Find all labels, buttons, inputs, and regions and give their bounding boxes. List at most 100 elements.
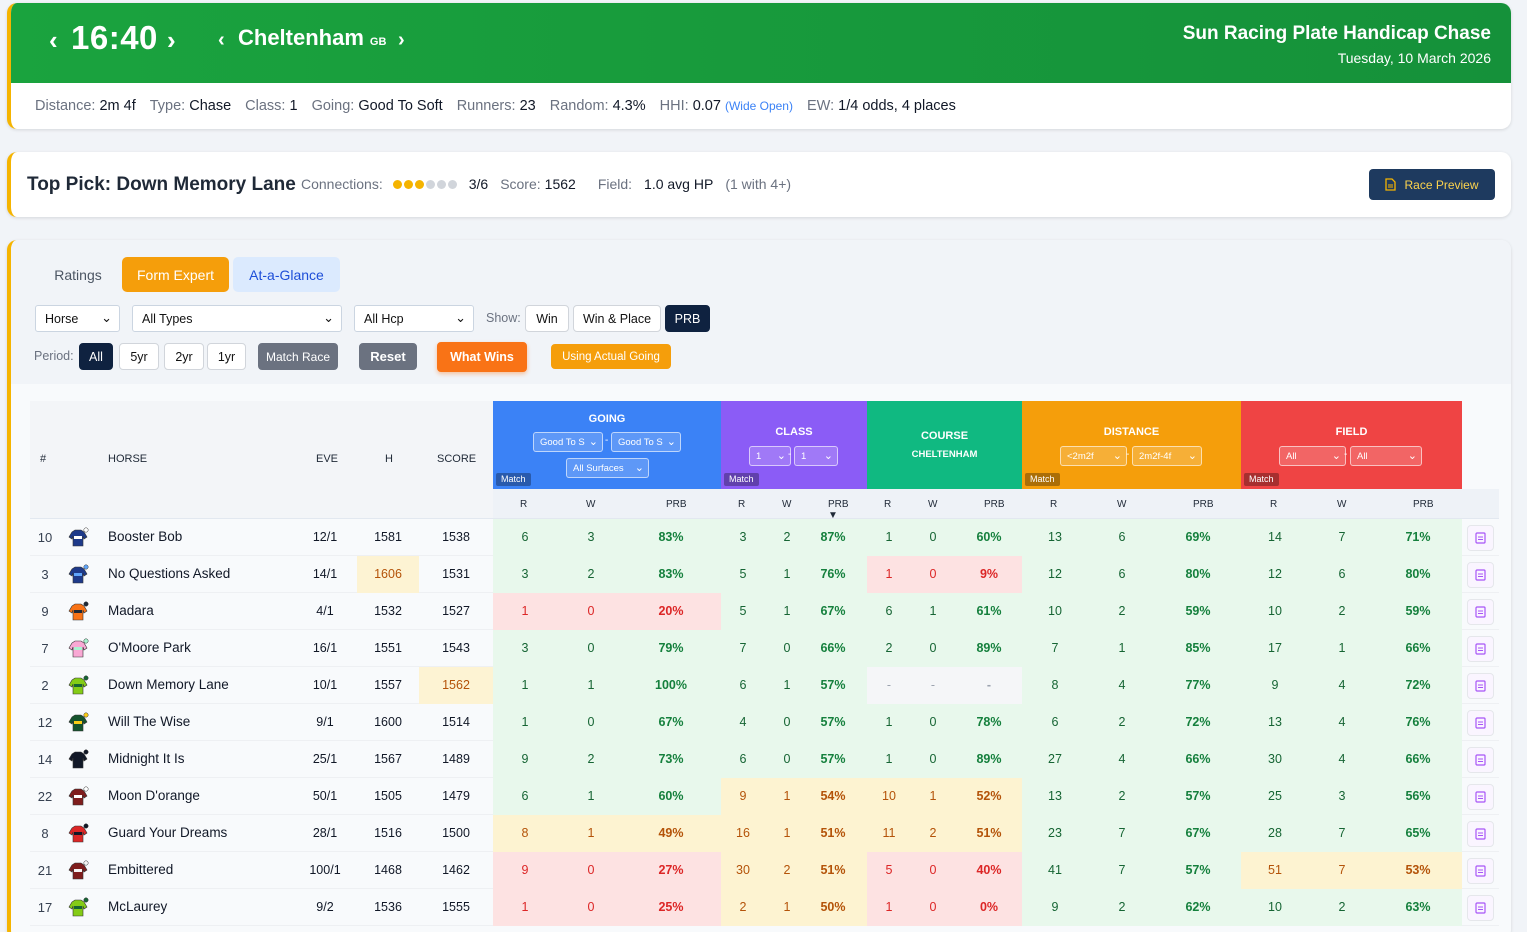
sub-header-w[interactable]: W bbox=[1337, 499, 1347, 510]
period-1yr-button[interactable]: 1yr bbox=[207, 343, 246, 370]
notes-button[interactable] bbox=[1467, 784, 1494, 810]
stat-runs: 10 bbox=[882, 789, 896, 803]
table-row[interactable]: 22 Moon D'orange 50/1 1505 1479 6 1 60% 9 1 54% 10 1… bbox=[30, 778, 1499, 815]
show-prb-button[interactable]: PRB bbox=[665, 305, 710, 332]
notes-button[interactable] bbox=[1467, 710, 1494, 736]
notes-button[interactable] bbox=[1467, 636, 1494, 662]
tab-at-a-glance[interactable]: At-a-Glance bbox=[233, 257, 340, 292]
what-wins-button[interactable]: What Wins bbox=[437, 342, 527, 372]
horse-name[interactable]: Booster Bob bbox=[108, 529, 183, 544]
group-filter-select[interactable]: 1 ⌄ bbox=[794, 446, 838, 466]
type-select[interactable]: All Types ⌄ bbox=[132, 305, 342, 332]
tab-ratings[interactable]: Ratings bbox=[54, 266, 102, 283]
sub-header-w[interactable]: W bbox=[1117, 499, 1127, 510]
group-filter-select[interactable]: Good To S ⌄ bbox=[611, 432, 681, 452]
group-filter-select[interactable]: All Surfaces ⌄ bbox=[566, 458, 649, 478]
sub-header-w[interactable]: W bbox=[782, 499, 792, 510]
stat-wins: 4 bbox=[1118, 678, 1126, 692]
horse-name[interactable]: McLaurey bbox=[108, 899, 168, 914]
stat-prb: 63% bbox=[1405, 900, 1431, 914]
notes-button[interactable] bbox=[1467, 895, 1494, 921]
sub-header-r[interactable]: R bbox=[738, 499, 746, 510]
col-header-h[interactable]: H bbox=[385, 453, 393, 465]
notes-button[interactable] bbox=[1467, 599, 1494, 625]
hcp-select[interactable]: All Hcp ⌄ bbox=[354, 305, 474, 332]
notes-button[interactable] bbox=[1467, 858, 1494, 884]
group-filter-select[interactable]: 1 ⌄ bbox=[749, 446, 791, 466]
using-actual-going-button[interactable]: Using Actual Going bbox=[551, 344, 671, 369]
stat-wins: - bbox=[930, 678, 936, 692]
next-race-chevron-icon[interactable]: › bbox=[167, 25, 176, 55]
sub-header-r[interactable]: R bbox=[1270, 499, 1278, 510]
period-all-button[interactable]: All bbox=[79, 343, 113, 370]
sub-header-prb[interactable]: PRB bbox=[1193, 499, 1214, 510]
reset-button[interactable]: Reset bbox=[359, 343, 417, 370]
notes-button[interactable] bbox=[1467, 525, 1494, 551]
sub-header-prb[interactable]: PRB bbox=[666, 499, 687, 510]
group-filter-select[interactable]: All ⌄ bbox=[1279, 446, 1346, 466]
match-badge[interactable]: Match bbox=[496, 473, 531, 486]
table-row[interactable]: 17 McLaurey 9/2 1536 1555 1 0 25% 2 1 50% 1 0 0% 9 2 62%… bbox=[30, 889, 1499, 926]
notes-button[interactable] bbox=[1467, 747, 1494, 773]
sub-header-r[interactable]: R bbox=[884, 499, 892, 510]
tab-form-expert[interactable]: Form Expert bbox=[122, 257, 229, 292]
prev-race-chevron-icon[interactable]: ‹ bbox=[49, 25, 58, 55]
match-badge[interactable]: Match bbox=[1244, 473, 1279, 486]
sub-header-r[interactable]: R bbox=[1050, 499, 1058, 510]
group-filter-select[interactable]: Good To S ⌄ bbox=[533, 432, 603, 452]
table-row[interactable]: 7 O'Moore Park 16/1 1551 1543 3 0 79% 7 0 66% 2 0 89%… bbox=[30, 630, 1499, 667]
horse-name[interactable]: Embittered bbox=[108, 862, 174, 877]
group-filter-select[interactable]: <2m2f ⌄ bbox=[1060, 446, 1127, 466]
race-info-bar: Distance: 2m 4f Type: Chase Class: 1 Going:… bbox=[35, 98, 970, 114]
notes-button[interactable] bbox=[1467, 562, 1494, 588]
horse-name[interactable]: Madara bbox=[108, 603, 154, 618]
horse-name[interactable]: Moon D'orange bbox=[108, 788, 200, 803]
horse-name[interactable]: Guard Your Dreams bbox=[108, 825, 228, 840]
sub-header-prb[interactable]: PRB bbox=[984, 499, 1005, 510]
table-row[interactable]: 3 No Questions Asked 14/1 1606 1531 3 2 83% 5 1 76… bbox=[30, 556, 1499, 593]
match-badge[interactable]: Match bbox=[724, 473, 759, 486]
col-header-eve[interactable]: EVE bbox=[316, 453, 339, 465]
stat-prb: 67% bbox=[1185, 826, 1211, 840]
horse-name[interactable]: O'Moore Park bbox=[108, 640, 191, 655]
table-row[interactable]: 10 Booster Bob 12/1 1581 1538 6 3 83% 3 2 87% 1 0 60%… bbox=[30, 519, 1499, 556]
horse-name[interactable]: No Questions Asked bbox=[108, 566, 231, 581]
sub-header-w[interactable]: W bbox=[928, 499, 938, 510]
col-header-horse[interactable]: HORSE bbox=[108, 453, 148, 465]
period-2yr-button[interactable]: 2yr bbox=[164, 343, 204, 370]
horse-name[interactable]: Will The Wise bbox=[108, 714, 191, 729]
horse-name[interactable]: Down Memory Lane bbox=[108, 677, 229, 692]
show-win-button[interactable]: Win bbox=[525, 305, 569, 332]
next-venue-chevron-icon[interactable]: › bbox=[398, 29, 405, 51]
table-row[interactable]: 12 Will The Wise 9/1 1600 1514 1 0 67% 4 0 57% 1 0 78… bbox=[30, 704, 1499, 741]
stat-runs: 41 bbox=[1048, 863, 1062, 877]
table-row[interactable]: 2 Down Memory Lane 10/1 1557 1562 1 1 100% 6 1 57%… bbox=[30, 667, 1499, 704]
connection-dot bbox=[403, 179, 413, 189]
horse-name[interactable]: Midnight It Is bbox=[108, 751, 185, 766]
score-value: 1500 bbox=[442, 826, 470, 840]
group-title: COURSE bbox=[920, 430, 969, 442]
col-header-score[interactable]: SCORE bbox=[437, 453, 477, 465]
race-preview-button[interactable]: Race Preview bbox=[1369, 169, 1495, 200]
table-row[interactable]: 14 Midnight It Is 25/1 1567 1489 9 2 73% 6 0 57% 1 0… bbox=[30, 741, 1499, 778]
match-badge[interactable]: Match bbox=[1025, 473, 1060, 486]
period-5yr-button[interactable]: 5yr bbox=[119, 343, 159, 370]
stat-runs: 7 bbox=[1051, 641, 1059, 655]
sub-header-prb[interactable]: PRB ▼ bbox=[828, 499, 849, 521]
sub-header-prb[interactable]: PRB bbox=[1413, 499, 1434, 510]
sub-header-r[interactable]: R bbox=[520, 499, 528, 510]
match-race-button[interactable]: Match Race bbox=[258, 343, 338, 370]
table-row[interactable]: 21 Embittered 100/1 1468 1462 9 0 27% 30 2 51% 5 0 40… bbox=[30, 852, 1499, 889]
sub-header-w[interactable]: W bbox=[586, 499, 596, 510]
prev-venue-chevron-icon[interactable]: ‹ bbox=[218, 29, 225, 51]
group-filter-select[interactable]: All ⌄ bbox=[1350, 446, 1422, 466]
notes-button[interactable] bbox=[1467, 673, 1494, 699]
group-filter-select[interactable]: 2m2f-4f ⌄ bbox=[1132, 446, 1202, 466]
notes-button[interactable] bbox=[1467, 821, 1494, 847]
show-win-place-button[interactable]: Win & Place bbox=[573, 305, 661, 332]
stat-cell-course: --- bbox=[867, 667, 1022, 704]
table-row[interactable]: 9 Madara 4/1 1532 1527 1 0 20% 5 1 67% 6 1 61% 10 2 59% 1… bbox=[30, 593, 1499, 630]
stat-wins: 2 bbox=[1118, 789, 1126, 803]
table-row[interactable]: 8 Guard Your Dreams 28/1 1516 1500 8 1 49% 16 1 51… bbox=[30, 815, 1499, 852]
horse-select[interactable]: Horse ⌄ bbox=[35, 305, 120, 332]
